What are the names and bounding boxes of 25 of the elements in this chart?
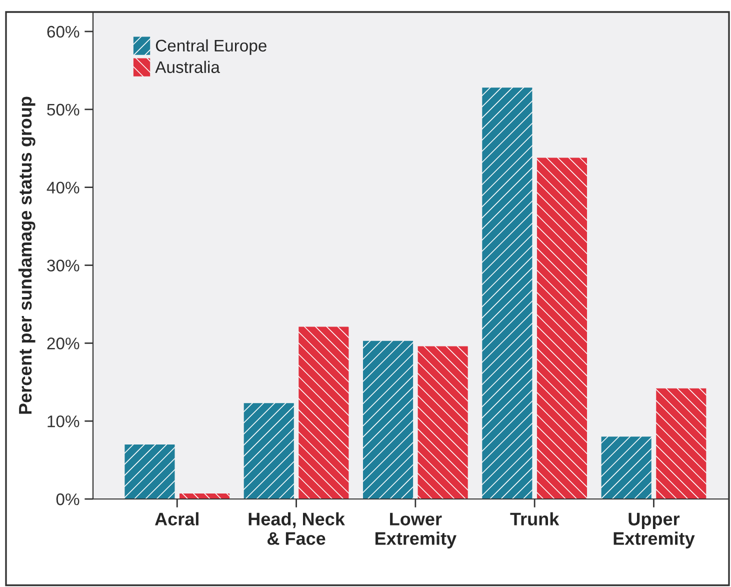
x-tick-label: Trunk [510, 512, 560, 526]
y-tick-label: 10% [48, 415, 80, 428]
x-tick-label: Head, Neck & Face [248, 512, 345, 545]
bar [656, 388, 706, 499]
legend-label: Australia [155, 60, 220, 74]
x-tick-label: Acral [154, 512, 198, 526]
bar [536, 158, 588, 499]
x-tick-label: Upper Extremity [614, 512, 695, 548]
y-tick-label: 60% [47, 26, 80, 38]
y-tick-label: 0% [56, 493, 80, 506]
bar [124, 444, 175, 499]
y-tick-label: 50% [47, 104, 80, 116]
bar [418, 346, 468, 499]
bar [244, 403, 294, 499]
legend-label: Central Europe [156, 39, 266, 55]
bar [482, 88, 532, 499]
bar [601, 436, 652, 499]
bar [363, 340, 414, 499]
bar [180, 494, 230, 499]
y-tick-label: 30% [47, 260, 80, 272]
y-tick-label: 20% [47, 338, 80, 350]
y-tick-label: 40% [46, 182, 80, 194]
y-axis-title: Percent per sundamage status group [18, 96, 36, 414]
bar [298, 326, 349, 499]
x-tick-label: Lower Extremity [375, 512, 456, 548]
